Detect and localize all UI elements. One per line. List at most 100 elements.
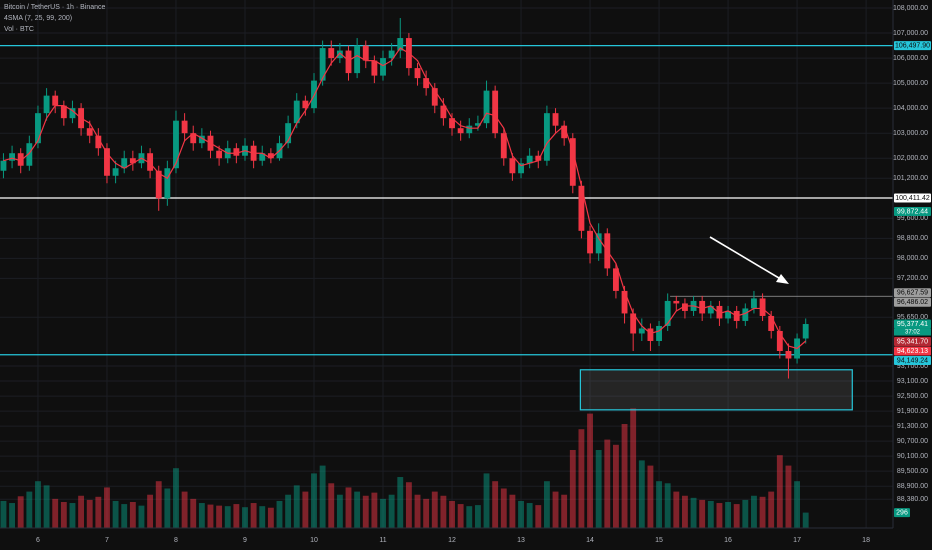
- volume-bar: [518, 500, 524, 528]
- volume-bar: [198, 503, 205, 528]
- volume-bar: [578, 429, 585, 528]
- volume-bar: [129, 502, 136, 528]
- volume-label: Vol · BTC: [4, 26, 34, 33]
- candle-body: [466, 125, 473, 134]
- candle-body: [681, 303, 688, 311]
- volume-bar: [276, 500, 283, 528]
- price-tag-label: 94,149.24: [897, 357, 928, 364]
- y-tick-label: 91,300.00: [897, 423, 928, 430]
- price-tag: [894, 206, 931, 216]
- volume-bar: [647, 465, 654, 528]
- x-tick-label: 12: [448, 537, 456, 544]
- candle-body: [267, 153, 274, 159]
- arrow-head: [776, 274, 789, 284]
- candle-body: [190, 133, 197, 144]
- volume-bar: [302, 491, 309, 528]
- candle-body: [595, 233, 602, 254]
- volume-bar: [440, 495, 447, 528]
- volume-bar: [535, 505, 542, 528]
- candle-body: [336, 50, 343, 59]
- volume-bar: [354, 491, 361, 528]
- volume-bar: [673, 491, 680, 528]
- candle-body: [673, 300, 680, 304]
- candle-body: [630, 313, 637, 334]
- candle-body: [362, 45, 369, 61]
- candle-body: [492, 90, 499, 134]
- volume-bar: [224, 506, 231, 528]
- volume-bar: [707, 500, 714, 528]
- volume-bar: [35, 481, 41, 528]
- volume-bar: [595, 450, 602, 528]
- y-tick-label: 88,380.00: [897, 496, 928, 503]
- candle-body: [785, 351, 792, 359]
- candle-body: [155, 170, 162, 199]
- volume-bar: [181, 491, 188, 528]
- y-tick-label: 88,900.00: [897, 483, 928, 490]
- volume-bar: [716, 503, 723, 528]
- volume-bar: [569, 450, 576, 528]
- candle-body: [147, 153, 154, 171]
- volume-bar: [78, 495, 85, 528]
- volume-bar: [250, 503, 257, 528]
- price-tag-label: 106,497.90: [895, 42, 930, 49]
- candle-body: [768, 315, 775, 331]
- candle-body: [302, 100, 309, 109]
- candle-body: [656, 325, 662, 341]
- volume-bar: [457, 504, 464, 528]
- candle-body: [52, 95, 59, 106]
- volume-bar: [690, 497, 697, 528]
- y-tick-label: 98,000.00: [897, 255, 928, 262]
- volume-bar: [681, 495, 688, 528]
- candle-body: [198, 135, 205, 144]
- volume-bar: [216, 505, 223, 528]
- volume-bar: [190, 498, 197, 528]
- y-tick-label: 89,500.00: [897, 468, 928, 475]
- y-tick-label: 92,500.00: [897, 393, 928, 400]
- x-tick-label: 13: [517, 537, 525, 544]
- candle-body: [457, 128, 464, 134]
- candle-body: [552, 113, 559, 126]
- volume-bar: [751, 495, 757, 528]
- volume-bar: [207, 504, 214, 528]
- price-axis: [893, 0, 932, 550]
- volume-bar: [242, 507, 248, 528]
- volume-bar: [664, 483, 671, 528]
- x-tick-label: 9: [243, 537, 247, 544]
- y-tick-label: 90,700.00: [897, 438, 928, 445]
- volume-bar: [604, 439, 611, 528]
- countdown: 37:02: [905, 330, 921, 336]
- candle-body: [535, 155, 542, 161]
- x-tick-label: 17: [793, 537, 801, 544]
- x-tick-label: 14: [586, 537, 594, 544]
- volume-bar: [492, 481, 499, 528]
- volume-bar: [656, 481, 662, 528]
- candle-body: [483, 90, 490, 124]
- volume-bar: [466, 506, 473, 528]
- arrow-shaft: [709, 236, 785, 282]
- candle-body: [397, 38, 404, 51]
- candle-body: [181, 120, 188, 134]
- y-tick-label: 108,000.00: [893, 5, 928, 12]
- y-tick-label: 90,100.00: [897, 453, 928, 460]
- annotations: [709, 236, 789, 284]
- candle-body: [26, 143, 33, 166]
- candle-body: [561, 125, 568, 139]
- price-tag: [894, 337, 931, 347]
- volume-bar: [95, 496, 102, 528]
- volume-bar: [371, 492, 378, 528]
- candle-body: [345, 50, 352, 74]
- volume-bar: [267, 507, 274, 528]
- candle-body: [86, 128, 93, 136]
- volume-bar: [147, 494, 154, 528]
- volume-bar: [138, 505, 145, 528]
- candle-body: [371, 60, 378, 76]
- volume-bar: [17, 496, 24, 528]
- candle-body: [526, 155, 533, 164]
- candle-body: [578, 185, 585, 231]
- volume-bar: [9, 503, 16, 528]
- volume-bar: [483, 473, 490, 528]
- y-tick-label: 105,000.00: [893, 80, 928, 87]
- candle-body: [60, 105, 67, 119]
- volume-bar: [362, 495, 369, 528]
